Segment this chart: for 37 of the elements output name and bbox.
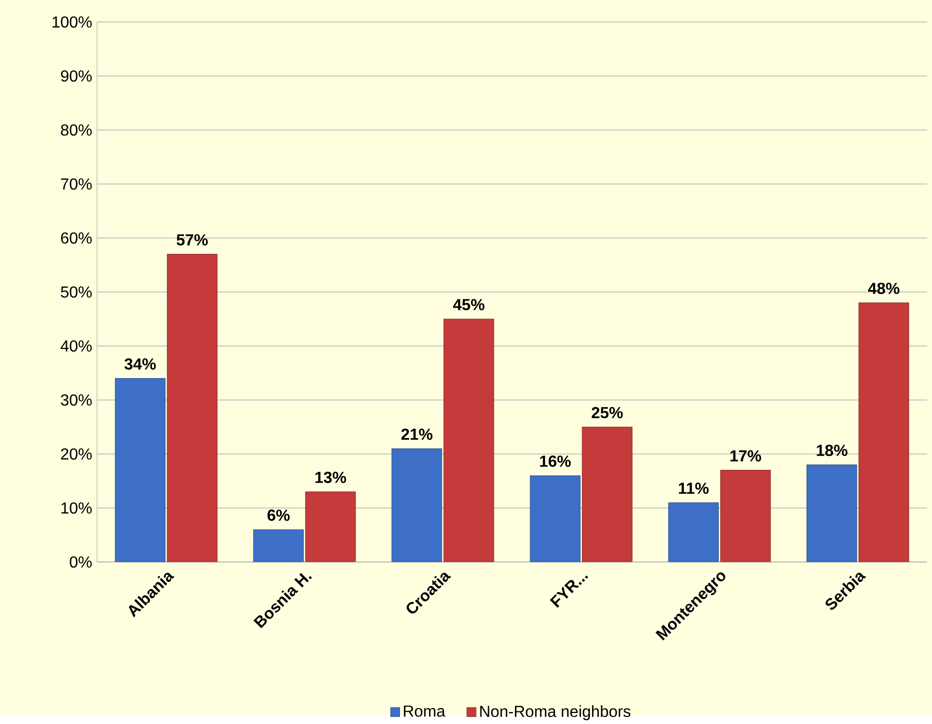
data-label: 45%: [453, 298, 484, 310]
y-tick-label: 50%: [60, 286, 92, 298]
data-label: 34%: [124, 358, 156, 370]
bar: [530, 475, 580, 562]
y-tick-label: 0%: [70, 556, 92, 568]
bar: [444, 318, 494, 562]
bar: [668, 502, 719, 562]
data-label: 16%: [540, 455, 571, 467]
y-tick-label: 60%: [61, 232, 92, 244]
y-tick-label: 80%: [60, 124, 92, 136]
data-label: 57%: [176, 234, 208, 246]
y-tick-label: 40%: [60, 340, 92, 352]
y-tick-label: 90%: [61, 70, 92, 82]
bar: [858, 302, 910, 562]
y-tick-label: 70%: [61, 178, 92, 190]
bar: [720, 470, 771, 562]
y-tick-label: 20%: [61, 448, 92, 460]
y-tick-label: 10%: [61, 502, 92, 514]
data-label: 6%: [268, 509, 290, 521]
legend-label: Roma: [404, 705, 446, 717]
bar: [582, 426, 632, 562]
data-label: 11%: [678, 482, 709, 494]
data-label: 18%: [816, 444, 848, 456]
data-label: 17%: [730, 450, 762, 462]
y-tick-label: 100%: [52, 16, 92, 28]
legend-label: Non-Roma neighbors: [480, 705, 630, 720]
bar: [806, 464, 858, 562]
bar: [166, 254, 218, 562]
bar: [305, 491, 356, 562]
data-label: 21%: [401, 428, 432, 440]
bar: [114, 378, 166, 562]
data-label: 48%: [868, 282, 900, 294]
data-label: 13%: [315, 472, 346, 483]
y-tick-label: 30%: [60, 394, 92, 406]
data-label: 25%: [592, 406, 623, 418]
bar: [392, 448, 442, 562]
bar: [253, 529, 304, 562]
